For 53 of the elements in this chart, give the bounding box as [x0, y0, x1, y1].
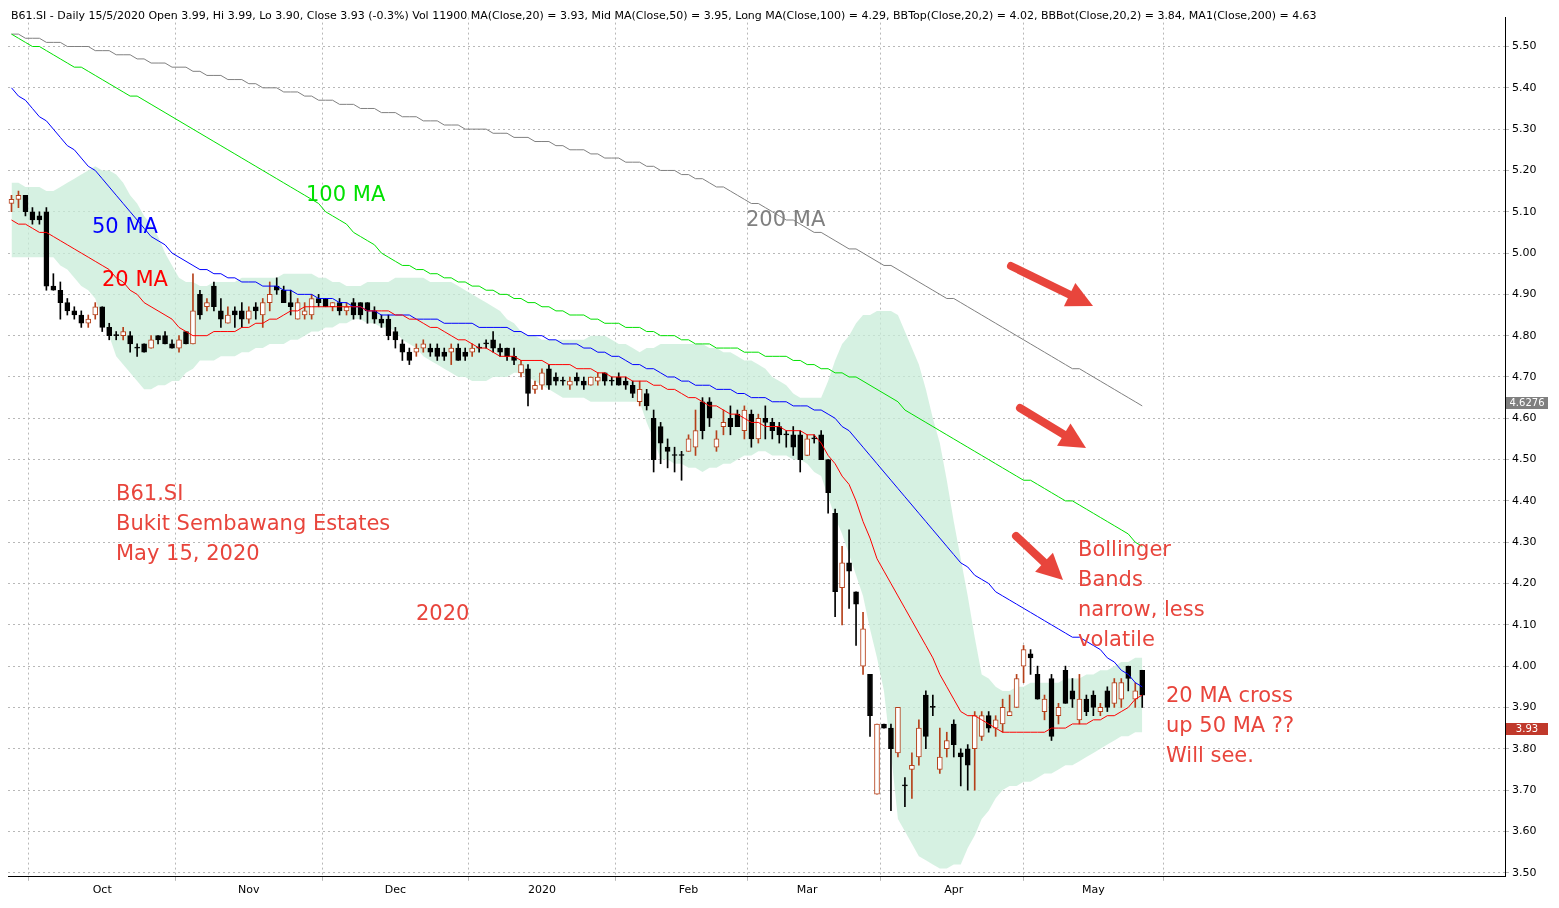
candlestick: [909, 752, 915, 799]
y-tick-label: 4.40: [1512, 493, 1537, 507]
y-tick-label: 5.10: [1512, 204, 1537, 218]
series-label: 100 MA: [306, 181, 386, 208]
x-tick-label: Dec: [384, 883, 407, 897]
candlestick: [846, 529, 852, 609]
candlestick: [560, 376, 566, 386]
annotation: 2020: [416, 600, 470, 627]
y-tick-label: 3.60: [1512, 824, 1537, 838]
candlestick: [448, 343, 455, 365]
x-tick-label: May: [1082, 883, 1106, 897]
x-tick-label: Feb: [678, 883, 699, 897]
annotation: Bukit Sembawang Estates: [116, 510, 391, 537]
candlestick: [218, 298, 224, 328]
y-tick-label: 3.50: [1512, 865, 1537, 879]
candlestick: [483, 339, 489, 349]
y-tick-label: 5.50: [1512, 39, 1537, 53]
x-tick-label: Apr: [944, 883, 964, 897]
text: 4.6276: [1506, 397, 1548, 409]
y-tick-label: 4.60: [1512, 411, 1537, 425]
annotation: Bollinger Bands narrow, less volatile: [1078, 536, 1206, 653]
y-tick-label: 4.30: [1512, 535, 1537, 549]
x-tick-label: Nov: [238, 883, 261, 897]
text: 20 MA cross up 50 MA ?? Will see.: [1166, 682, 1296, 769]
x-tick-label: Oct: [92, 883, 113, 897]
candlestick: [608, 376, 615, 386]
annotation: May 15, 2020: [116, 540, 260, 567]
y-tick-label: 4.20: [1512, 576, 1537, 590]
x-tick-label: 2020: [527, 883, 556, 897]
annotation: B61.SI: [116, 480, 184, 507]
y-tick-label: 4.00: [1512, 658, 1537, 672]
text: 3.93: [1506, 723, 1548, 735]
y-tick-label: 4.50: [1512, 452, 1537, 466]
y-tick-label: 3.80: [1512, 741, 1537, 755]
x-tick-label: Mar: [796, 883, 819, 897]
y-tick-label: 5.30: [1512, 121, 1537, 135]
chart-title: B61.SI - Daily 15/5/2020 Open 3.99, Hi 3.99, Lo 3.90, Close 3.93 (-0.3%) Vol 11900 MA(Close,20) = 3.93, Mid MA(Close,50) = 3.95, Long MA(Close,100) = 4.29, BBTop(Close,20,2) = 4.02, BBBot(Close,20,2) = 3.84, MA1(Close,200) = 4.63: [11, 9, 1317, 22]
y-tick-label: 3.70: [1512, 782, 1537, 796]
candlestick: [853, 591, 859, 646]
candlestick: [134, 343, 140, 357]
series-label: 200 MA: [746, 206, 826, 233]
y-tick-label: 5.00: [1512, 245, 1537, 259]
y-tick-label: 4.80: [1512, 328, 1537, 342]
y-tick-label: 4.70: [1512, 369, 1537, 383]
y-tick-label: 4.90: [1512, 287, 1537, 301]
y-tick-label: 5.20: [1512, 163, 1537, 177]
candlestick: [888, 723, 894, 812]
y-tick-label: 3.90: [1512, 700, 1537, 714]
candlestick: [902, 777, 908, 807]
candlestick: [783, 430, 790, 448]
y-tick-label: 5.40: [1512, 80, 1537, 94]
y-tick-label: 4.10: [1512, 617, 1537, 631]
candlestick: [762, 405, 769, 440]
